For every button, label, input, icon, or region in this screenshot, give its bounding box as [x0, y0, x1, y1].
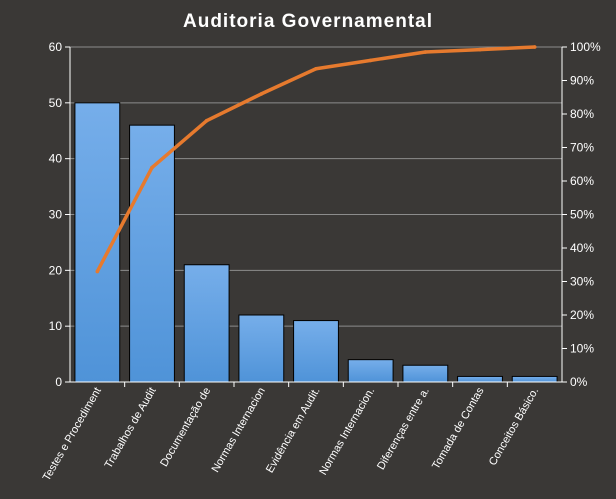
y2-tick-label: 60%	[570, 174, 594, 188]
line-point	[314, 66, 318, 71]
line-point	[532, 45, 537, 49]
y-tick-label: 20	[49, 263, 63, 277]
line-point	[95, 269, 100, 274]
y2-tick-label: 70%	[570, 141, 594, 155]
x-tick-label: Testes e Procediment	[41, 386, 104, 484]
line-point	[150, 165, 154, 170]
bar	[457, 375, 503, 383]
y2-tick-label: 20%	[570, 308, 594, 322]
axes: 0 10 20 30 40 50 60 0% 10% 20% 30% 40% 50% 60% 70% 80% 9…	[41, 40, 601, 483]
y2-tick-label: 30%	[570, 275, 594, 289]
y2-tick-label: 0%	[570, 375, 588, 389]
line-point	[423, 50, 428, 54]
x-tick-label: Normas Internacion	[210, 386, 268, 475]
bar	[402, 364, 449, 383]
y2-tick-label: 90%	[570, 74, 594, 88]
x-tick-label: Diferenças entre a.	[375, 386, 432, 472]
y2-tick-label: 40%	[570, 241, 594, 255]
chart-title: Auditoria Governamental	[183, 11, 433, 32]
bar	[511, 375, 558, 383]
x-tick-label: Normas Internacion.	[317, 386, 377, 478]
line-point	[478, 47, 482, 52]
line-point	[368, 58, 373, 63]
line-point	[204, 118, 209, 123]
y-tick-label: 0	[55, 375, 62, 389]
y-tick-label: 10	[49, 319, 63, 333]
y-tick-label: 60	[49, 40, 63, 54]
x-tick-label: Evidência em Audit.	[264, 386, 323, 476]
bars	[74, 102, 558, 383]
bar	[183, 264, 230, 383]
x-tick-label: Conceitos Básico.	[487, 386, 541, 468]
y2-tick-label: 10%	[570, 342, 594, 356]
bar	[238, 314, 285, 383]
y-tick-label: 40	[49, 152, 63, 166]
y2-tick-label: 50%	[570, 208, 594, 222]
bar	[293, 320, 339, 383]
bar	[129, 124, 175, 383]
bar	[347, 359, 394, 383]
y-tick-label: 50	[49, 96, 63, 110]
y2-tick-label: 80%	[570, 107, 594, 121]
x-tick-label: Trabalhos de Audit	[103, 386, 159, 471]
y2-tick-label: 100%	[570, 40, 601, 54]
x-tick-label: Documentação de	[158, 386, 213, 469]
x-tick-label: Tomada de Contas	[430, 385, 487, 471]
y-tick-label: 30	[49, 208, 63, 222]
line-point	[259, 92, 264, 96]
cumulative-line	[95, 45, 537, 274]
